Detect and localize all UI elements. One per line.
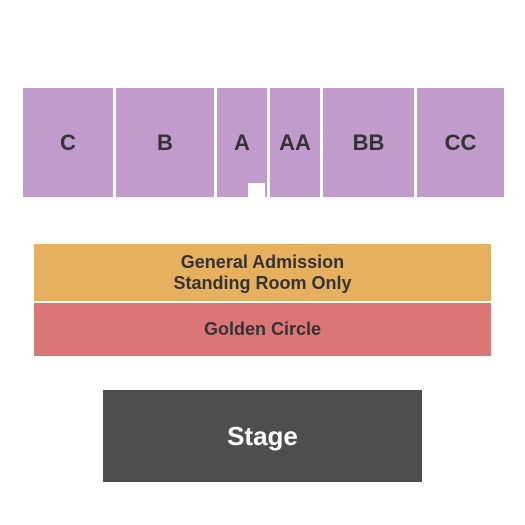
stage-section: Stage — [103, 390, 422, 482]
stage-label: Stage — [227, 421, 298, 452]
entry-notch — [248, 183, 265, 198]
seating-chart: C B A AA BB CC General Admission Standin… — [0, 0, 525, 525]
seat-block-bb[interactable]: BB — [323, 88, 414, 197]
golden-label: Golden Circle — [204, 319, 321, 340]
seating-blocks-row: C B A AA BB CC — [23, 88, 504, 197]
ga-line2: Standing Room Only — [174, 273, 352, 294]
seat-block-c[interactable]: C — [23, 88, 113, 197]
general-admission-section[interactable]: General Admission Standing Room Only — [34, 244, 491, 301]
seat-block-aa[interactable]: AA — [270, 88, 320, 197]
seat-block-a[interactable]: A — [217, 88, 267, 197]
seat-block-b[interactable]: B — [116, 88, 214, 197]
golden-circle-section[interactable]: Golden Circle — [34, 303, 491, 356]
seat-block-cc[interactable]: CC — [417, 88, 504, 197]
ga-line1: General Admission — [181, 252, 344, 273]
